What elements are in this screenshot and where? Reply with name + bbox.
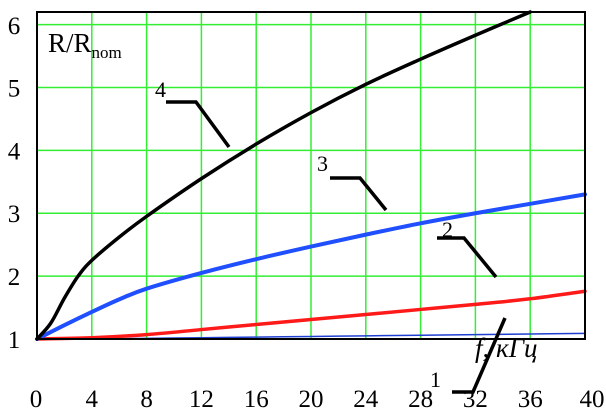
x-tick-label: 24 — [353, 386, 379, 413]
y-tick-label: 1 — [8, 327, 21, 354]
xlabel: f, кГц — [475, 333, 538, 363]
x-tick-label: 16 — [244, 386, 269, 413]
plot-frame — [36, 11, 586, 340]
callouts: 1 2 3 4 — [155, 77, 507, 394]
x-tick-label: 36 — [518, 386, 543, 413]
x-tick-label: 4 — [86, 386, 99, 413]
x-tick-label: 8 — [140, 386, 153, 413]
x-tick-label: 40 — [580, 386, 605, 413]
y-tick-label: 4 — [8, 138, 21, 165]
series-group — [35, 10, 587, 341]
callout-label-1: 1 — [430, 367, 441, 392]
y-tick-label: 5 — [8, 75, 21, 102]
callout-label-3: 3 — [317, 151, 328, 176]
x-tick-label: 32 — [463, 386, 488, 413]
x-tick-label: 0 — [30, 386, 43, 413]
x-tick-label: 12 — [189, 386, 214, 413]
series-line-2 — [35, 289, 587, 341]
callout-leader-1 — [452, 317, 507, 394]
callout-label-4: 4 — [155, 77, 166, 102]
x-tick-label: 20 — [299, 386, 324, 413]
x-tick-label: 28 — [408, 386, 433, 413]
callout-leader-4 — [166, 100, 231, 149]
y-tick-label: 3 — [8, 201, 21, 228]
callout-leader-3 — [330, 176, 388, 212]
callout-leader-2 — [437, 236, 498, 279]
series-line-3 — [35, 192, 587, 341]
callout-label-2: 2 — [442, 217, 453, 242]
ylabel: R/Rnom — [48, 28, 122, 62]
y-tick-label: 6 — [8, 13, 21, 40]
series-line-4 — [35, 10, 532, 341]
y-tick-label: 2 — [8, 264, 21, 291]
